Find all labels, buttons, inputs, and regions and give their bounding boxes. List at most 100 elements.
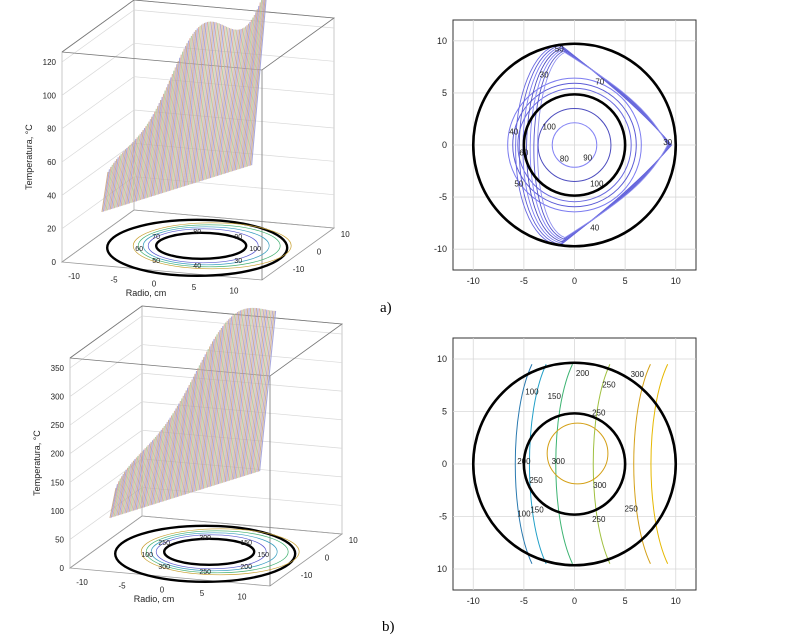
- surface-stripe: [219, 315, 234, 484]
- surface-stripe: [190, 23, 204, 185]
- surface-stripe: [245, 0, 263, 167]
- surface-stripe: [131, 133, 141, 203]
- surface-stripe: [156, 87, 168, 195]
- surface-stripe: [148, 105, 159, 198]
- surface-stripe: [213, 320, 228, 486]
- box-wall-left: [69, 305, 143, 569]
- surface-stripe: [212, 26, 228, 178]
- surface-stripe: [149, 433, 160, 506]
- surface-stripe: [241, 308, 258, 477]
- surface-stripe: [235, 307, 252, 479]
- x-axis-label: Radio, cm: [134, 594, 175, 604]
- surface-stripe: [123, 464, 132, 514]
- surface-stripe: [193, 354, 206, 492]
- surface-stripe: [184, 370, 198, 495]
- contour-line: [512, 82, 637, 208]
- x-tick-label: 0: [572, 596, 577, 606]
- base-inner-circle: [154, 231, 248, 261]
- surface-stripe: [234, 21, 251, 171]
- z-tick-label: 300: [51, 393, 65, 402]
- contour-line: [551, 122, 598, 168]
- base-outer-circle: [105, 218, 289, 278]
- contour-label: 150: [530, 505, 544, 514]
- surface-stripe: [108, 160, 116, 210]
- z-tick-label: 350: [51, 364, 65, 373]
- surface-stripe: [146, 436, 157, 507]
- surface-stripe: [127, 459, 136, 513]
- base-contour-label: 250: [199, 569, 211, 576]
- surface-stripe: [209, 25, 225, 179]
- surface-stripe: [194, 351, 208, 492]
- surface-stripe: [181, 33, 194, 188]
- surface-stripe: [182, 31, 195, 187]
- surface-stripe: [218, 28, 234, 176]
- surface-stripe: [205, 332, 220, 488]
- surface-stripe: [154, 90, 166, 196]
- surface-stripe: [192, 22, 206, 184]
- surface-stripe: [251, 0, 267, 166]
- base-contour-label: 300: [199, 535, 211, 542]
- surface-stripe: [235, 19, 253, 170]
- z-grid-line: [133, 42, 335, 62]
- x-tick-label: 5: [623, 276, 628, 286]
- contour-label: 250: [625, 504, 639, 513]
- surface-stripe: [168, 57, 181, 192]
- surface-stripe: [112, 155, 121, 209]
- surface-stripe: [224, 311, 240, 482]
- y-tick-label: 0: [325, 554, 330, 563]
- contour-line: [650, 364, 669, 564]
- surface-stripe: [204, 334, 218, 489]
- z-grid-line: [69, 372, 143, 426]
- z-tick-label: 0: [60, 564, 65, 573]
- z-grid-line: [141, 344, 343, 363]
- surface-stripe: [202, 336, 217, 489]
- y-tick-label: -5: [439, 192, 447, 202]
- y-tick-label: 10: [437, 36, 447, 46]
- contour-line: [514, 364, 533, 564]
- base-contour-label: 40: [193, 263, 201, 270]
- y-tick-label: 5: [442, 407, 447, 417]
- surface-stripe: [134, 451, 143, 511]
- z-grid-line: [61, 109, 135, 163]
- surface-stripe: [220, 29, 236, 175]
- contour-label: 30: [663, 138, 672, 147]
- surface-stripe: [113, 478, 121, 517]
- surface-stripe: [116, 473, 124, 516]
- contour-line: [633, 364, 651, 564]
- surface-stripe: [124, 462, 133, 514]
- z-tick-label: 40: [47, 191, 56, 200]
- surface-stripe: [227, 28, 244, 173]
- surface-stripe: [178, 384, 190, 497]
- x-axis-label: Radio, cm: [126, 288, 167, 298]
- surface-stripe: [234, 308, 250, 479]
- surface-stripe: [249, 309, 266, 475]
- x-tick-label: 5: [200, 589, 205, 598]
- z-tick-label: 100: [43, 91, 57, 100]
- x-tick-label: -10: [467, 276, 480, 286]
- contour-label: 100: [525, 388, 539, 397]
- surface-stripe: [120, 146, 130, 207]
- surface-stripe: [167, 60, 179, 192]
- surface-stripe: [216, 317, 231, 485]
- surface-stripe: [116, 150, 125, 208]
- surface-stripe: [119, 147, 128, 207]
- y-tick-label: 5: [442, 88, 447, 98]
- surface-stripe: [232, 308, 249, 480]
- surface-stripe: [110, 484, 119, 518]
- surface-stripe: [201, 338, 215, 490]
- surface-stripe: [200, 21, 214, 182]
- base-contour-line: [145, 530, 289, 574]
- contour-label: 100: [517, 510, 531, 519]
- x-tick-label: -5: [520, 596, 528, 606]
- surface-stripe: [227, 309, 243, 482]
- y-tick-label: 0: [442, 140, 447, 150]
- box-top: [69, 305, 344, 377]
- surface-stripe: [126, 140, 135, 205]
- box-wall-left: [61, 0, 135, 263]
- x-tick-label: 0: [572, 276, 577, 286]
- surface-stripe: [222, 29, 238, 175]
- surface-stripe: [179, 35, 193, 188]
- inner-boundary-circle: [522, 93, 627, 197]
- surface-stripe: [208, 327, 222, 488]
